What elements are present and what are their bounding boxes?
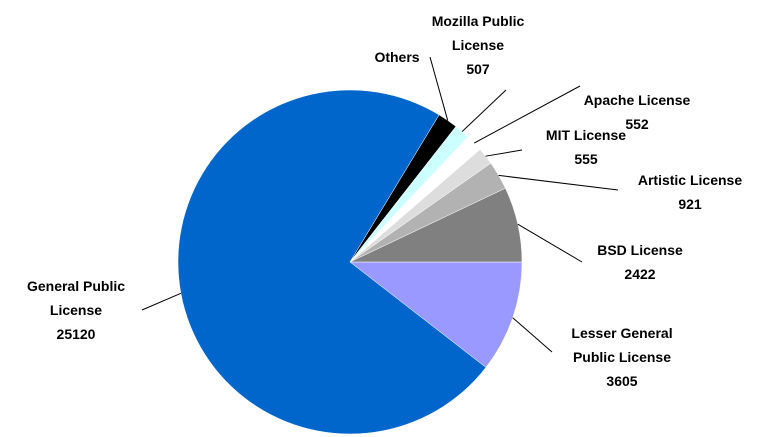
leader-line bbox=[517, 223, 583, 263]
category-name: Apache License bbox=[583, 92, 691, 108]
value-label: 2422 bbox=[624, 266, 656, 282]
leader-line bbox=[141, 292, 182, 311]
value-label: 921 bbox=[678, 196, 702, 212]
pie-slice bbox=[177, 89, 487, 435]
leader-line bbox=[461, 89, 507, 132]
slice-label: MIT License 555 bbox=[531, 123, 641, 171]
category-name: Lesser General Public License bbox=[571, 325, 673, 365]
value-label: 555 bbox=[574, 151, 598, 167]
value-label: 552 bbox=[625, 116, 649, 132]
pie-slice bbox=[349, 261, 523, 368]
category-name: MIT License bbox=[545, 127, 627, 143]
slice-label: BSD License 2422 bbox=[585, 238, 695, 286]
category-name: Mozilla Public License bbox=[431, 13, 525, 53]
slice-label: Others bbox=[357, 45, 437, 69]
category-name: General Public License bbox=[26, 278, 126, 318]
leader-line bbox=[485, 149, 523, 157]
slice-label: Lesser General Public License 3605 bbox=[552, 321, 692, 393]
leader-line bbox=[498, 174, 619, 191]
leader-line bbox=[473, 85, 581, 144]
slice-label: Artistic License 921 bbox=[620, 168, 760, 216]
slice-label: Apache License 552 bbox=[572, 88, 702, 136]
category-name: Artistic License bbox=[637, 172, 743, 188]
slice-label: General Public License 25120 bbox=[11, 274, 141, 346]
value-label: 3605 bbox=[606, 373, 638, 389]
slice-label: Mozilla Public License 507 bbox=[423, 9, 533, 81]
value-label: 25120 bbox=[56, 326, 96, 342]
pie-slice bbox=[349, 187, 523, 263]
leader-line bbox=[512, 317, 553, 353]
category-name: BSD License bbox=[597, 242, 683, 258]
value-label: 507 bbox=[466, 61, 490, 77]
category-name: Others bbox=[374, 49, 420, 65]
leader-line bbox=[429, 56, 449, 121]
